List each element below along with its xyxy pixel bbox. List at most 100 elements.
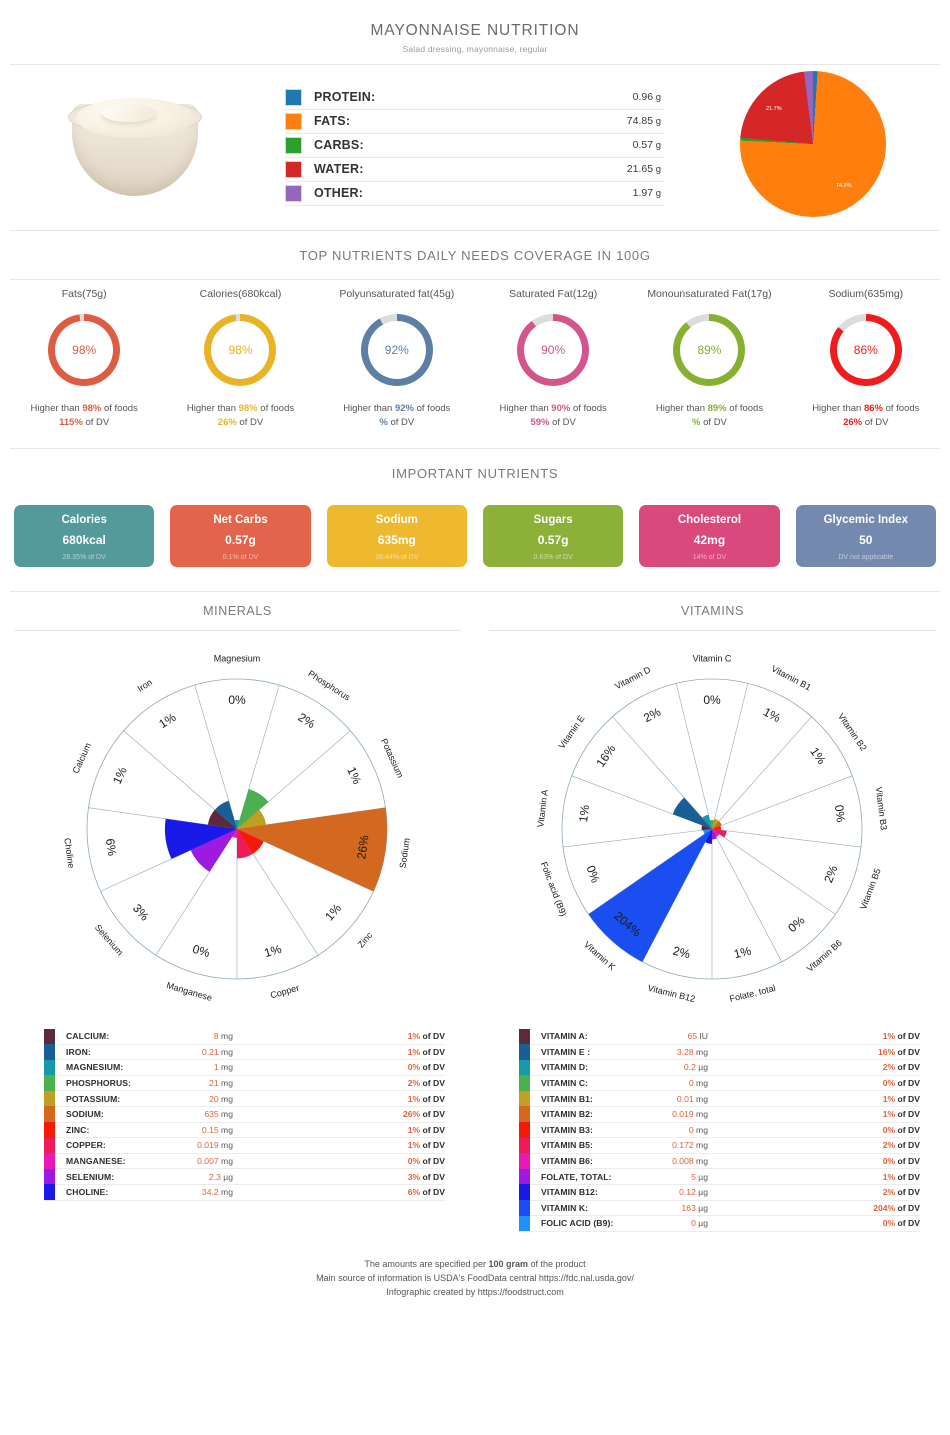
donut-title: Calories(680kcal) xyxy=(199,288,282,300)
divider xyxy=(10,230,940,231)
pie-slice-label: 74.9% xyxy=(836,182,852,189)
rose-wedge xyxy=(190,829,237,872)
donut-percent: 86% xyxy=(853,343,878,357)
nutrient-name: SODIUM: xyxy=(66,1109,104,1120)
color-swatch xyxy=(285,136,302,154)
rose-wedge xyxy=(672,797,712,829)
footer-line-1: The amounts are specified per 100 gram o… xyxy=(364,1258,586,1269)
donut-foods-text: Higher than 89% of foods xyxy=(655,403,764,414)
color-chip xyxy=(519,1153,530,1169)
table-row: VITAMIN E : 3.28 mg 16% of DV xyxy=(519,1044,920,1061)
donut-title: Polyunsaturated fat(45g) xyxy=(339,288,455,300)
table-row: SODIUM: 635 mg 26% of DV xyxy=(44,1106,445,1123)
color-chip xyxy=(519,1168,530,1185)
color-chip xyxy=(44,1184,55,1201)
nutrient-dv: 1% of DV xyxy=(882,1109,920,1120)
divider xyxy=(10,591,940,592)
rose-axis-label: Vitamin K xyxy=(582,939,617,972)
nutrient-dv: 1% of DV xyxy=(407,1124,445,1135)
nutrient-name: ZINC: xyxy=(66,1124,90,1135)
color-chip xyxy=(519,1044,530,1060)
table-row: VITAMIN B12: 0.12 µg 2% of DV xyxy=(519,1184,920,1201)
nutrient-dv: 2% of DV xyxy=(882,1062,920,1073)
legend-row: PROTEIN: 0.96 g xyxy=(285,86,665,110)
rose-value-label: 1% xyxy=(732,944,753,962)
minerals-column: MINERALS Magnesium 0% Phosphorus 2% Potassiu… xyxy=(0,592,475,1232)
rose-wedge xyxy=(709,819,715,829)
legend-value: 1.97 g xyxy=(632,187,661,199)
rose-axis-label: Magnesium xyxy=(214,653,261,663)
rose-value-label: 1% xyxy=(344,765,364,787)
nutrient-name: VITAMIN B12: xyxy=(541,1187,598,1198)
nutrient-amount: 0.019 mg xyxy=(672,1109,708,1120)
rose-wedge xyxy=(237,809,267,829)
nutrient-card: Cholesterol 42mg 14% of DV xyxy=(639,505,780,567)
rose-axis-label: Calcium xyxy=(70,741,93,775)
rose-wedge xyxy=(207,809,237,829)
vitamins-title: VITAMINS xyxy=(681,604,744,618)
rose-axis-label: Potassium xyxy=(379,737,406,779)
color-swatch xyxy=(285,88,302,106)
legend-label: CARBS: xyxy=(314,138,364,152)
donut-dv-text: % of DV xyxy=(692,417,727,428)
nutrient-card: Sugars 0.57g 0.63% of DV xyxy=(482,505,624,567)
page-footer: The amounts are specified per 100 gram o… xyxy=(0,1232,950,1300)
rose-value-label: 2% xyxy=(641,705,663,726)
rose-axis-label: Vitamin B1 xyxy=(770,663,813,692)
nutrient-dv: 0% of DV xyxy=(407,1062,445,1073)
legend-row: CARBS: 0.57 g xyxy=(285,134,665,158)
nutrient-dv: 1% of DV xyxy=(882,1171,920,1182)
table-row: CALCIUM: 8 mg 1% of DV xyxy=(44,1028,445,1045)
nutrient-name: VITAMIN B1: xyxy=(541,1093,594,1104)
nutrient-dv: 1% of DV xyxy=(407,1046,445,1057)
nutrient-name: VITAMIN B3: xyxy=(541,1124,594,1135)
card-value: 42mg xyxy=(693,533,726,547)
rose-value-label: 6% xyxy=(103,838,119,857)
donut-dv-text: 26% of DV xyxy=(217,417,264,428)
card-value: 50 xyxy=(859,533,873,547)
nutrient-name: VITAMIN K: xyxy=(541,1202,589,1213)
nutrient-dv: 2% of DV xyxy=(882,1140,920,1151)
important-nutrient-cards: Calories 680kcal 26.35% of DV Net Carbs 0.57… xyxy=(0,497,950,591)
nutrient-dv: 2% of DV xyxy=(882,1187,920,1198)
rose-axis-label: Zinc xyxy=(356,930,375,950)
rose-axis-label: Choline xyxy=(62,837,76,869)
donut-foods-text: Higher than 98% of foods xyxy=(30,403,138,414)
rose-wedge xyxy=(712,829,720,837)
page-subtitle: Salad dressing, mayonnaise, regular xyxy=(402,44,548,54)
table-row: CHOLINE: 34.2 mg 6% of DV xyxy=(44,1184,445,1201)
rose-value-label: 16% xyxy=(593,742,618,770)
nutrient-amount: 0.15 mg xyxy=(201,1124,233,1135)
table-row: FOLATE, TOTAL: 5 µg 1% of DV xyxy=(519,1168,920,1185)
rose-value-label: 0% xyxy=(583,864,602,885)
donut-ring: 86% xyxy=(829,314,902,386)
rose-axis-label: Vitamin B6 xyxy=(805,938,844,974)
rose-value-label: 2% xyxy=(671,944,692,962)
rose-wedge xyxy=(712,829,717,840)
table-row: MAGNESIUM: 1 mg 0% of DV xyxy=(44,1059,445,1076)
donut-title: Sodium(635mg) xyxy=(828,288,904,300)
rose-axis-label: Vitamin D xyxy=(613,664,652,691)
color-chip xyxy=(519,1215,530,1232)
nutrient-dv: 1% of DV xyxy=(882,1093,920,1104)
nutrient-name: PHOSPHORUS: xyxy=(66,1078,132,1089)
rose-axis-label: Manganese xyxy=(165,980,213,1003)
nutrient-amount: 0 µg xyxy=(691,1218,708,1229)
nutrient-card: Net Carbs 0.57g 0.1% of DV xyxy=(170,505,311,567)
minerals-title: MINERALS xyxy=(203,604,272,618)
donut-percent: 90% xyxy=(541,343,566,357)
rose-axis-label: Vitamin A xyxy=(535,789,549,828)
rose-value-label: 26% xyxy=(354,834,371,860)
vitamins-rose-chart: Vitamin C 0% Vitamin B1 1% Vitamin B2 1% Vitam… xyxy=(475,639,950,1029)
vitamins-column: VITAMINS Vitamin C 0% Vitamin B1 1% Vitamin … xyxy=(475,592,950,1232)
minerals-rose-chart: Magnesium 0% Phosphorus 2% Potassium 1% Sodium… xyxy=(0,639,475,1029)
nutrient-name: MANGANESE: xyxy=(66,1156,126,1167)
nutrient-name: VITAMIN B2: xyxy=(541,1109,594,1120)
table-row: PHOSPHORUS: 21 mg 2% of DV xyxy=(44,1075,445,1092)
color-chip xyxy=(519,1059,530,1076)
rose-axis-label: Selenium xyxy=(93,922,125,957)
nutrient-name: FOLATE, TOTAL: xyxy=(541,1171,612,1182)
nutrient-name: VITAMIN B6: xyxy=(541,1156,594,1167)
nutrient-amount: 0.007 mg xyxy=(197,1156,233,1167)
color-chip xyxy=(519,1075,530,1091)
